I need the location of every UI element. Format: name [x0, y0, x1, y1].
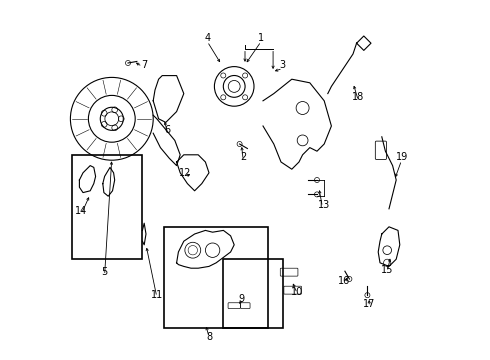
Text: 7: 7 — [141, 60, 147, 70]
Bar — [223, 259, 283, 328]
Text: 15: 15 — [381, 265, 393, 275]
Text: 13: 13 — [318, 200, 330, 210]
Text: 1: 1 — [258, 33, 264, 43]
Text: 8: 8 — [206, 332, 212, 342]
Text: 17: 17 — [363, 299, 375, 309]
Text: 10: 10 — [291, 287, 303, 297]
Text: 14: 14 — [75, 206, 87, 216]
Text: 16: 16 — [338, 276, 350, 286]
Text: 19: 19 — [395, 152, 408, 162]
Text: 12: 12 — [179, 168, 192, 178]
Text: 3: 3 — [280, 60, 286, 70]
Text: 2: 2 — [240, 152, 246, 162]
Bar — [72, 155, 143, 259]
Text: 18: 18 — [352, 92, 365, 102]
Bar — [164, 227, 269, 328]
Text: 5: 5 — [101, 267, 108, 277]
Text: 4: 4 — [204, 33, 210, 43]
Text: 6: 6 — [165, 125, 171, 135]
Text: 9: 9 — [238, 294, 245, 304]
Text: 11: 11 — [151, 290, 163, 300]
